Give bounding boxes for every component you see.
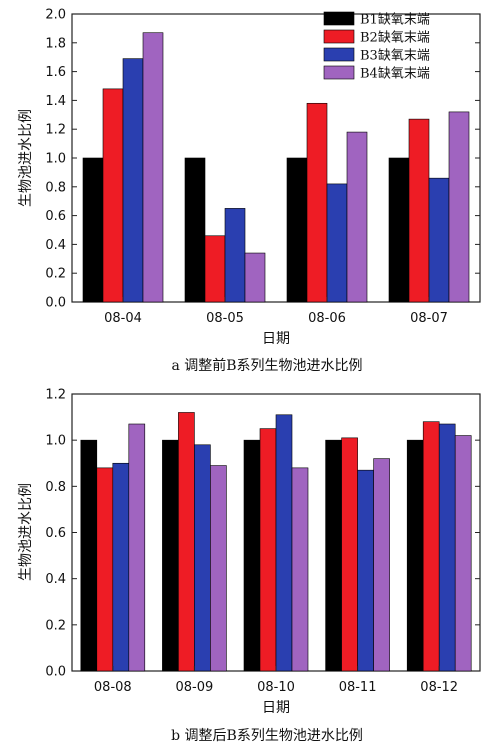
bar [210, 465, 227, 672]
bar [194, 444, 211, 672]
bar [275, 414, 293, 672]
legend-entry-label: B4缺氧末端 [360, 67, 430, 82]
bar [128, 423, 146, 672]
bar [224, 208, 246, 303]
y-tick-label: 1.2 [45, 388, 66, 403]
bar [102, 88, 124, 303]
chart-b-x-ticks: 08-08 08-09 08-10 08-11 08-12 [94, 666, 458, 695]
x-tick-label: 08-10 [257, 680, 295, 695]
bar [357, 469, 374, 672]
bar [291, 467, 309, 672]
y-tick-label: 0.0 [45, 665, 66, 680]
y-tick-label: 0.6 [45, 526, 66, 541]
chart-a-x-ticks: 08-04 08-05 08-06 08-07 [104, 297, 448, 326]
y-tick-label: 0.4 [45, 238, 66, 253]
y-tick-label: 0.8 [45, 480, 66, 495]
bar [448, 111, 470, 303]
bar [259, 428, 277, 672]
bar [346, 131, 368, 303]
y-tick-label: 1.2 [45, 123, 66, 138]
x-tick-label: 08-12 [420, 680, 458, 695]
chart-b-caption: b 调整后B系列生物池进水比例 [171, 728, 363, 744]
bar [341, 437, 358, 672]
x-tick-label: 08-09 [176, 680, 214, 695]
y-tick-label: 0.4 [45, 572, 66, 587]
bar [178, 412, 195, 672]
x-tick-label: 08-06 [308, 311, 346, 326]
bar [112, 462, 130, 672]
chart-b-y-ticks: 0.0 0.2 0.4 0.6 0.8 1.0 1.2 [45, 388, 480, 680]
bar [204, 235, 226, 303]
bar [388, 157, 410, 303]
bar [243, 439, 261, 672]
bar [408, 118, 430, 303]
y-tick-label: 1.6 [45, 65, 66, 80]
chart-b: 0.00.20.40.60.81.01.2 08-08 08-09 08-10 08-… [18, 388, 481, 744]
chart-a: 0.00.20.40.60.81.01.21.41.61.82.0 08-04 0… [18, 8, 481, 374]
bar [162, 439, 179, 672]
y-tick-label: 0.6 [45, 209, 66, 224]
y-tick-label: 1.0 [45, 152, 66, 167]
chart-a-caption: a 调整前B系列生物池进水比例 [171, 357, 362, 374]
bar [406, 439, 424, 672]
legend-swatch [323, 65, 355, 80]
bar [438, 423, 456, 672]
bar [428, 177, 450, 303]
chart-a-xlabel: 日期 [262, 331, 290, 347]
legend-entry-label: B2缺氧末端 [360, 31, 430, 46]
x-tick-label: 08-08 [94, 680, 132, 695]
y-tick-label: 0.2 [45, 267, 66, 282]
chart-b-xlabel: 日期 [262, 700, 290, 716]
bar [454, 435, 472, 672]
chart-a-ylabel: 生物池进水比例 [18, 109, 34, 207]
y-tick-label: 1.8 [45, 36, 66, 51]
bar [244, 252, 266, 303]
y-tick-label: 1.4 [45, 94, 66, 109]
bar [142, 32, 164, 303]
chart-b-bars [80, 412, 472, 672]
bar [184, 157, 206, 303]
y-tick-label: 0.0 [45, 296, 66, 311]
legend-entry-label: B3缺氧末端 [360, 49, 430, 64]
bar [326, 183, 348, 303]
y-tick-label: 2.0 [45, 8, 66, 23]
bar [306, 102, 328, 303]
legend-swatch [323, 47, 355, 62]
bar [96, 467, 114, 672]
bar [325, 439, 342, 672]
x-tick-label: 08-04 [104, 311, 142, 326]
chart-b-ylabel: 生物池进水比例 [18, 483, 34, 581]
y-tick-label: 1.0 [45, 434, 66, 449]
x-tick-label: 08-07 [410, 311, 448, 326]
bar [422, 421, 440, 672]
y-tick-label: 0.2 [45, 618, 66, 633]
chart-a-legend: B1缺氧末端 B2缺氧末端 B3缺氧末端 B4缺氧末端 [323, 11, 430, 82]
bar [80, 439, 98, 672]
y-tick-label: 0.8 [45, 180, 66, 195]
x-tick-label: 08-11 [339, 680, 377, 695]
bar [286, 157, 308, 303]
legend-entry-label: B1缺氧末端 [360, 13, 430, 28]
legend-swatch [323, 29, 355, 44]
bar [122, 58, 144, 303]
bar [82, 157, 104, 303]
bar [373, 458, 390, 672]
x-tick-label: 08-05 [206, 311, 244, 326]
legend-swatch [323, 11, 355, 26]
chart-a-bars [82, 32, 470, 303]
chart-a-y-ticks: 0.0 0.2 0.4 0.6 0.8 1.0 1.2 1.4 1.6 1.8 2.0 [45, 8, 480, 311]
